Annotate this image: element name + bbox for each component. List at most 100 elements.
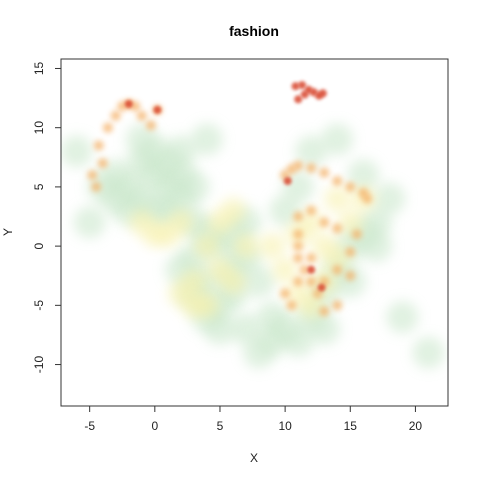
- data-point: [318, 89, 327, 98]
- data-point: [125, 123, 158, 156]
- data-point: [93, 140, 104, 151]
- data-point: [298, 209, 325, 236]
- data-point: [136, 110, 147, 121]
- data-point: [91, 181, 102, 192]
- data-point: [204, 313, 236, 345]
- x-tick-label: 20: [409, 419, 423, 433]
- data-point: [293, 253, 304, 263]
- data-point: [360, 206, 393, 239]
- data-point: [345, 270, 356, 281]
- data-point: [306, 163, 317, 173]
- data-point: [130, 101, 141, 112]
- data-point: [293, 211, 304, 222]
- y-tick-label: -10: [32, 356, 46, 374]
- x-axis: -5 0 5 10 15 20: [84, 405, 423, 433]
- data-point: [145, 120, 156, 131]
- data-point: [306, 205, 317, 216]
- data-point: [332, 223, 343, 234]
- data-point: [177, 170, 210, 203]
- data-point: [311, 233, 338, 260]
- data-point: [283, 177, 292, 185]
- data-point: [293, 229, 304, 240]
- data-point: [97, 158, 108, 169]
- data-point: [298, 81, 307, 90]
- x-tick-label: 5: [217, 419, 224, 433]
- data-point: [332, 300, 343, 311]
- data-point: [87, 170, 98, 181]
- x-tick-label: -5: [84, 419, 95, 433]
- y-axis-label: Y: [1, 228, 15, 236]
- y-axis: -10 -5 0 5 10 15: [32, 61, 62, 374]
- data-point: [61, 135, 93, 168]
- data-point: [110, 110, 121, 121]
- data-point: [193, 292, 220, 319]
- data-point: [282, 324, 315, 357]
- data-point: [280, 288, 291, 299]
- data-point: [190, 123, 223, 156]
- data-point: [73, 206, 106, 239]
- y-tick-label: 0: [32, 242, 46, 249]
- data-point: [319, 167, 330, 178]
- data-point: [362, 193, 373, 204]
- data-point: [386, 301, 419, 334]
- x-axis-label: X: [250, 451, 258, 465]
- data-point: [259, 233, 286, 260]
- data-point: [332, 176, 343, 186]
- data-point: [153, 105, 162, 114]
- data-point: [300, 90, 309, 99]
- data-point: [272, 256, 299, 283]
- data-point: [102, 122, 113, 133]
- data-point: [293, 276, 304, 287]
- data-point: [286, 300, 297, 311]
- y-tick-label: 15: [32, 61, 46, 75]
- data-point: [345, 181, 356, 192]
- data-point: [319, 306, 330, 317]
- data-point: [299, 264, 310, 275]
- data-point: [269, 194, 302, 227]
- data-point: [193, 233, 220, 260]
- data-point: [307, 265, 316, 274]
- x-tick-label: 0: [151, 419, 158, 433]
- series-peak: [124, 81, 327, 292]
- data-point: [324, 185, 351, 212]
- data-point: [347, 159, 380, 192]
- data-point: [124, 100, 133, 108]
- x-tick-label: 10: [278, 419, 292, 433]
- data-point: [141, 221, 168, 248]
- data-point: [293, 160, 304, 171]
- data-point: [319, 217, 330, 228]
- data-point: [351, 229, 362, 240]
- data-point: [345, 247, 356, 257]
- data-point: [306, 253, 317, 263]
- series-medium: [128, 185, 377, 319]
- data-point: [164, 135, 197, 168]
- data-point: [306, 276, 317, 287]
- data-point: [321, 123, 354, 156]
- data-points: [61, 81, 445, 369]
- data-point: [308, 313, 341, 345]
- data-point: [293, 241, 304, 252]
- y-tick-label: 5: [32, 183, 46, 190]
- data-point: [360, 230, 393, 263]
- data-point: [220, 197, 246, 224]
- data-point: [334, 265, 367, 298]
- data-point: [243, 336, 276, 369]
- data-point: [207, 256, 233, 283]
- data-point: [294, 95, 303, 104]
- data-point: [233, 233, 259, 260]
- data-point: [291, 82, 300, 91]
- data-point: [317, 283, 326, 292]
- data-point: [125, 182, 158, 215]
- data-point: [412, 336, 445, 369]
- data-point: [332, 264, 343, 275]
- data-point: [295, 135, 328, 168]
- data-point: [230, 313, 262, 345]
- y-tick-label: -5: [32, 300, 46, 311]
- data-point: [243, 265, 276, 298]
- data-point: [298, 292, 325, 319]
- data-point: [373, 182, 406, 215]
- data-point: [337, 209, 364, 236]
- y-tick-label: 10: [32, 121, 46, 135]
- chart-title: fashion: [229, 23, 279, 39]
